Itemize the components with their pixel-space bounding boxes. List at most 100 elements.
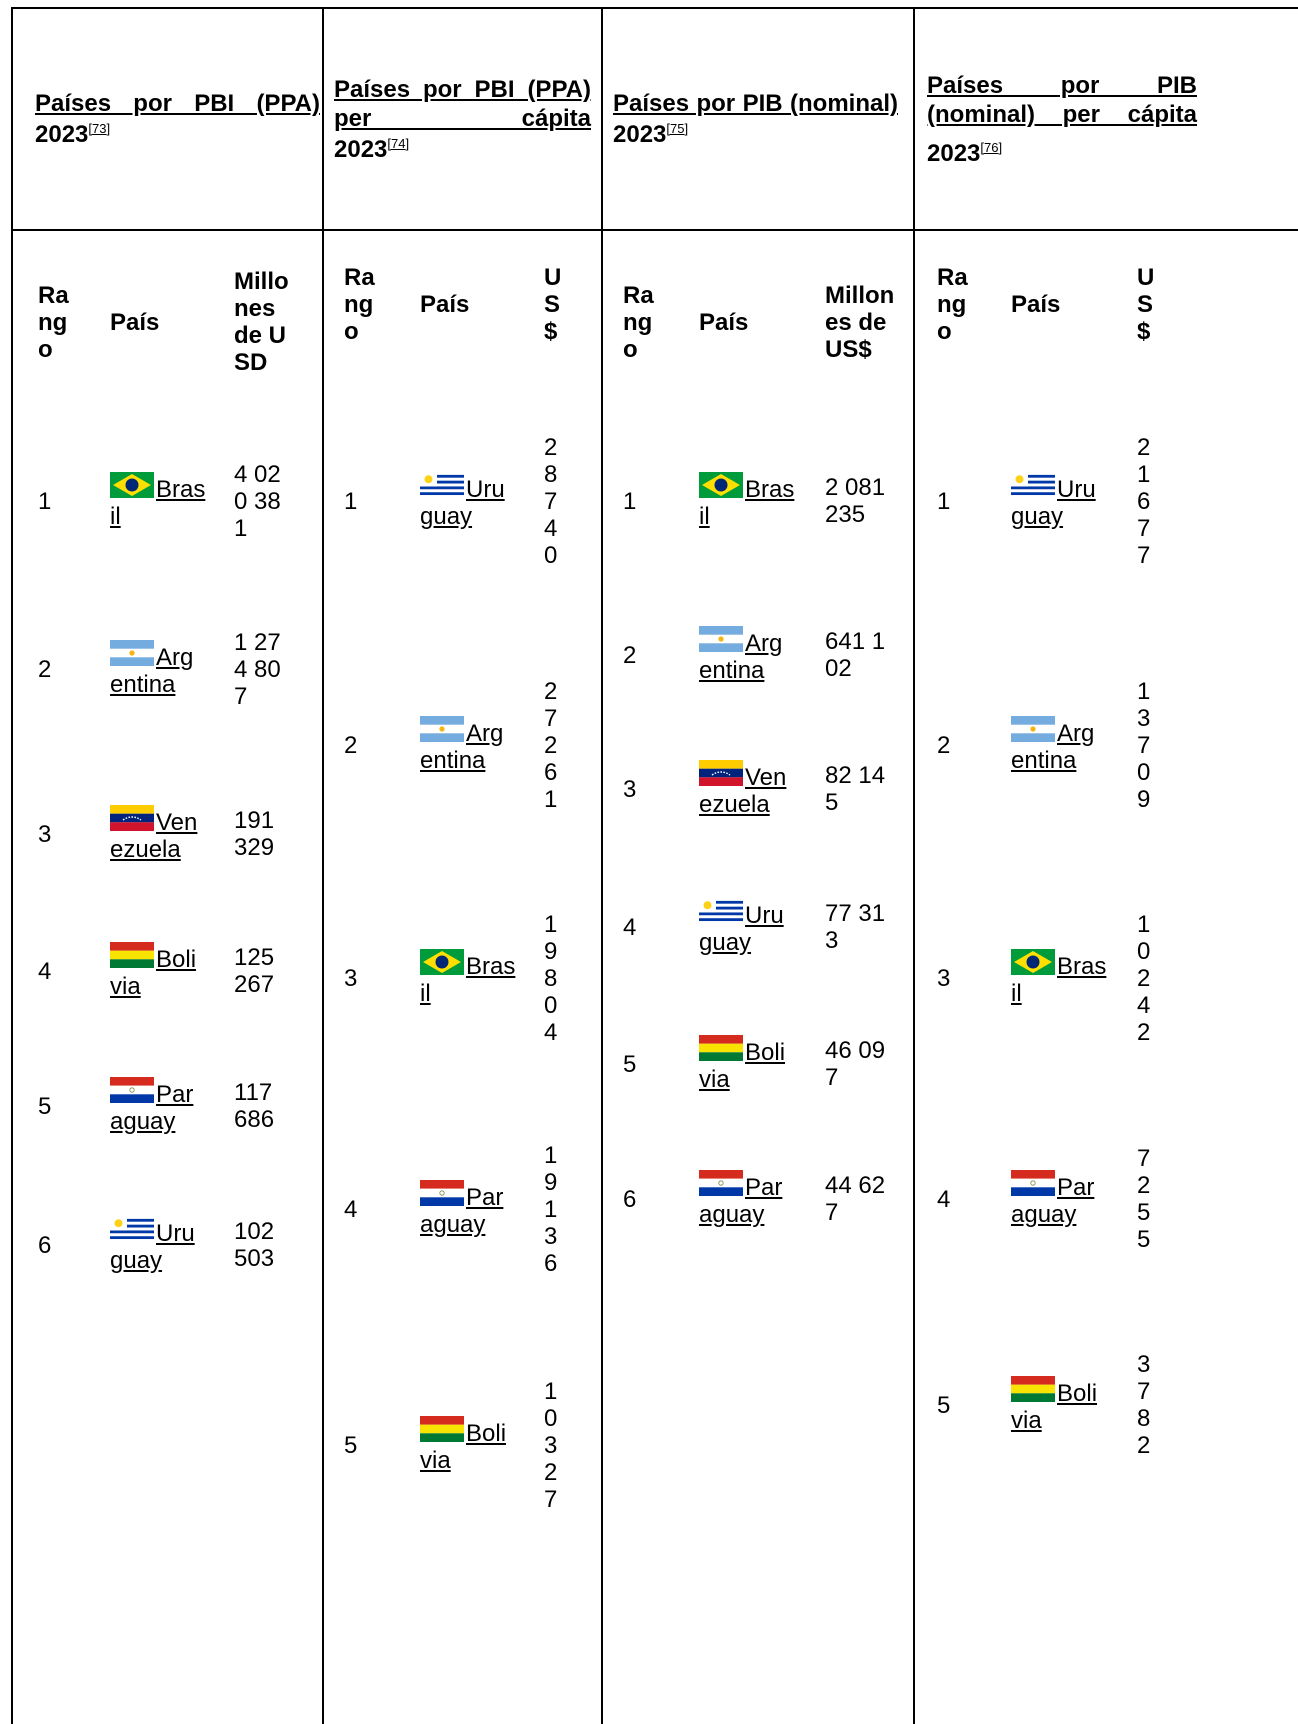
country-cell: Paraguay (420, 1109, 516, 1309)
country-cell: Paraguay (699, 1099, 795, 1299)
country-link[interactable]: Argentina (420, 720, 504, 774)
country-link[interactable]: Paraguay (699, 1174, 783, 1228)
value-text: 44 627 (825, 1172, 886, 1226)
value-cell: 10242 (1137, 878, 1157, 1078)
value-text: 2 081 235 (825, 474, 886, 528)
column-header-value: US$ (544, 263, 562, 345)
country-link[interactable]: Venezuela (699, 764, 787, 818)
value-text: 46 097 (825, 1037, 886, 1091)
value-text: 7255 (1137, 1145, 1151, 1253)
paraguay-flag (110, 1077, 154, 1103)
rank-cell: 1 (38, 401, 78, 601)
country-cell: Bolivia (420, 1345, 516, 1545)
value-cell: 21677 (1137, 401, 1157, 601)
reference-link[interactable]: [73] (88, 121, 111, 136)
value-cell: 19136 (544, 1109, 564, 1309)
value-text: 1 274 807 (234, 628, 281, 710)
rank-value: 3 (38, 820, 52, 848)
header-divider (13, 229, 1298, 231)
rank-cell: 2 (937, 645, 977, 845)
country-link[interactable]: Paraguay (110, 1081, 194, 1135)
country-cell: Argentina (699, 555, 795, 755)
table-header: Países por PBI (PPA) 2023[73] (13, 9, 322, 229)
column-header-country: País (699, 308, 749, 336)
value-cell: 102 503 (234, 1145, 290, 1345)
rank-value: 1 (937, 487, 951, 515)
country-link[interactable]: Brasil (110, 476, 206, 530)
uruguay-flag (699, 898, 743, 924)
value-text: 102 503 (234, 1218, 275, 1272)
table-header: Países por PBI (PPA) per cápita 2023[74] (324, 9, 601, 229)
value-text: 10327 (544, 1377, 558, 1513)
rank-value: 5 (937, 1391, 951, 1419)
table-title-link[interactable]: Países por PBI (PPA) (35, 90, 320, 117)
value-cell: 28740 (544, 401, 564, 601)
uruguay-flag (110, 1216, 154, 1242)
rank-cell: 4 (344, 1109, 384, 1309)
value-text: 125 267 (234, 944, 275, 998)
reference-link[interactable]: [74] (387, 135, 410, 151)
country-link[interactable]: Paraguay (420, 1184, 504, 1238)
paraguay-flag (1011, 1170, 1055, 1196)
country-cell: Uruguay (110, 1145, 206, 1345)
value-text: 10242 (1137, 910, 1151, 1046)
country-link[interactable]: Bolivia (420, 1420, 507, 1474)
country-link[interactable]: Brasil (1011, 953, 1107, 1007)
country-link[interactable]: Uruguay (110, 1220, 195, 1274)
rank-value: 5 (38, 1092, 52, 1120)
value-text: 19136 (544, 1141, 558, 1277)
country-cell: Argentina (1011, 645, 1107, 845)
table-title-link[interactable]: Países por PBI (PPA) per cápita (334, 75, 591, 132)
country-link[interactable]: Brasil (699, 476, 795, 530)
table-title-link[interactable]: Países por PIB (nominal) per cápita (927, 71, 1197, 128)
table-year: 2023 (927, 139, 981, 167)
country-cell: Uruguay (699, 827, 795, 1027)
argentina-flag (1011, 716, 1055, 742)
rank-cell: 1 (937, 401, 977, 601)
country-link[interactable]: Uruguay (420, 476, 505, 530)
venezuela-flag (699, 760, 743, 786)
country-link[interactable]: Venezuela (110, 809, 198, 863)
reference-link[interactable]: [75] (666, 121, 689, 136)
column-header-value: Millones de USD (234, 268, 289, 376)
value-cell: 7255 (1137, 1099, 1157, 1299)
column-header-country: País (1011, 290, 1061, 318)
value-cell: 27261 (544, 645, 564, 845)
value-cell: 125 267 (234, 871, 290, 1071)
value-cell: 46 097 (825, 964, 895, 1164)
country-link[interactable]: Argentina (110, 644, 194, 698)
country-link[interactable]: Uruguay (1011, 476, 1096, 530)
rank-value: 4 (344, 1195, 358, 1223)
country-link[interactable]: Argentina (699, 630, 783, 684)
rank-cell: 3 (344, 878, 384, 1078)
country-link[interactable]: Uruguay (699, 902, 784, 956)
bolivia-flag (699, 1035, 743, 1061)
value-cell: 117 686 (234, 1006, 290, 1206)
rank-cell: 3 (937, 878, 977, 1078)
table-title-link[interactable]: Países por PIB (nominal) (613, 90, 898, 117)
country-cell: Argentina (420, 645, 516, 845)
table-ppa: Países por PBI (PPA) 2023[73] Rango País… (13, 9, 322, 1724)
value-cell: 10327 (544, 1345, 564, 1545)
country-link[interactable]: Paraguay (1011, 1174, 1095, 1228)
value-text: 641 102 (825, 628, 886, 682)
table-nominal-per-capita: Países por PIB (nominal) per cápita 2023… (915, 9, 1298, 1724)
value-cell: 191 329 (234, 734, 290, 934)
country-link[interactable]: Brasil (420, 953, 516, 1007)
rank-value: 3 (623, 775, 637, 803)
value-text: 19804 (544, 910, 558, 1046)
rank-cell: 3 (623, 689, 663, 889)
rank-value: 1 (344, 487, 358, 515)
country-link[interactable]: Bolivia (110, 946, 197, 1000)
reference-link[interactable]: [76] (980, 139, 1003, 155)
rank-value: 1 (623, 487, 637, 515)
country-cell: Bolivia (110, 871, 206, 1071)
rank-value: 5 (623, 1050, 637, 1078)
value-text: 117 686 (234, 1079, 275, 1133)
country-link[interactable]: Bolivia (699, 1039, 786, 1093)
country-link[interactable]: Bolivia (1011, 1380, 1098, 1434)
value-cell: 13709 (1137, 645, 1157, 845)
uruguay-flag (1011, 472, 1055, 498)
value-text: 4 020 381 (234, 460, 281, 542)
country-link[interactable]: Argentina (1011, 720, 1095, 774)
